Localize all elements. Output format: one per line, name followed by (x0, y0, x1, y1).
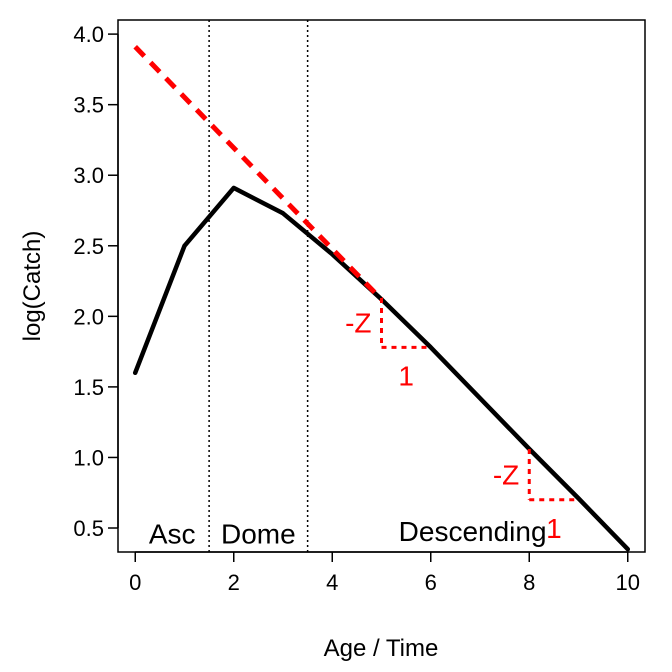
region-label: Descending (399, 516, 547, 547)
y-tick-label: 3.5 (73, 93, 104, 118)
y-axis-title: log(Catch) (19, 231, 46, 342)
slope-rise-label: -Z (345, 308, 371, 339)
y-tick-label: 1.0 (73, 445, 104, 470)
y-tick-label: 2.5 (73, 234, 104, 259)
x-tick-label: 0 (129, 570, 141, 595)
y-tick-label: 0.5 (73, 516, 104, 541)
y-tick-label: 3.0 (73, 163, 104, 188)
x-tick-label: 2 (228, 570, 240, 595)
y-tick-label: 2.0 (73, 304, 104, 329)
slope-rise-label: -Z (493, 459, 519, 490)
x-axis: 0 2 4 6 8 10 (129, 551, 640, 595)
slope-annotations: -Z 1 -Z 1 (345, 297, 579, 544)
region-label: Asc (149, 519, 196, 550)
x-tick-label: 6 (425, 570, 437, 595)
dashed-series-line (133, 45, 384, 302)
y-tick-label: 4.0 (73, 22, 104, 47)
y-tick-label: 1.5 (73, 375, 104, 400)
plot-frame (117, 19, 646, 553)
region-label: Dome (221, 519, 296, 550)
slope-run-label: 1 (398, 360, 414, 391)
slope-run-label: 1 (546, 513, 562, 544)
x-tick-label: 10 (616, 570, 640, 595)
x-axis-title: Age / Time (324, 635, 439, 662)
y-axis: 0.5 1.0 1.5 2.0 2.5 3.0 3.5 4.0 (73, 22, 119, 541)
region-labels: Asc Dome Descending (149, 516, 547, 550)
region-dividers (208, 20, 309, 552)
x-tick-label: 4 (326, 570, 338, 595)
x-tick-label: 8 (523, 570, 535, 595)
